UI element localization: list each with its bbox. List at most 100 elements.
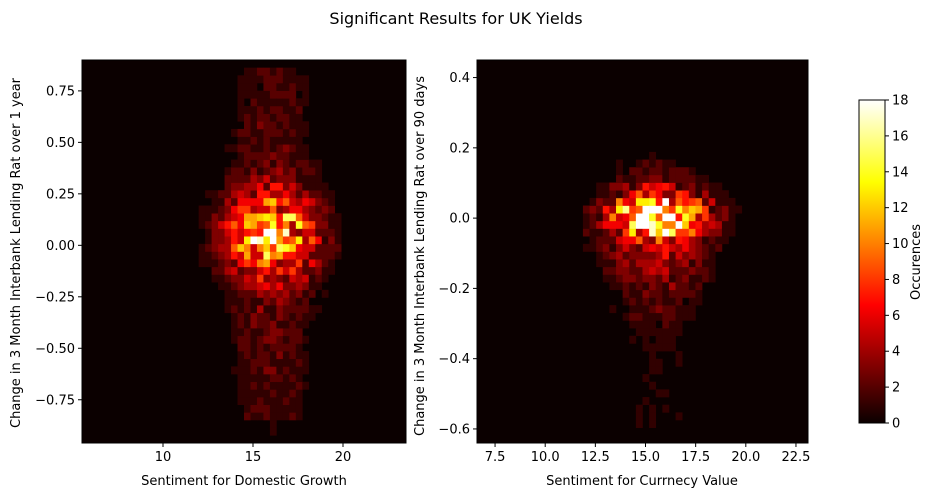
heatmap-cell bbox=[295, 312, 303, 321]
heatmap-cell bbox=[662, 213, 670, 222]
heatmap-cell bbox=[596, 259, 604, 268]
heatmap-cell bbox=[635, 274, 643, 283]
heatmap-cell bbox=[655, 389, 663, 398]
heatmap-cell bbox=[295, 82, 303, 91]
y-tick-label: 0.25 bbox=[46, 187, 75, 202]
heatmap-cell bbox=[642, 205, 650, 214]
heatmap-cell bbox=[269, 397, 277, 405]
heatmap-cell bbox=[649, 312, 657, 321]
heatmap-cell bbox=[250, 289, 258, 298]
heatmap-cell bbox=[302, 243, 310, 252]
heatmap-cell bbox=[250, 343, 258, 352]
heatmap-cell bbox=[282, 366, 290, 375]
heatmap-cell bbox=[649, 159, 657, 168]
heatmap-cell bbox=[295, 75, 303, 84]
heatmap-cell bbox=[289, 381, 297, 390]
heatmap-cell bbox=[662, 205, 670, 214]
heatmap-cell bbox=[276, 121, 284, 130]
heatmap-cell bbox=[682, 190, 690, 199]
heatmap-cell bbox=[589, 236, 597, 245]
heatmap-cell bbox=[224, 266, 232, 275]
heatmap-cell bbox=[276, 228, 284, 237]
heatmap-cell bbox=[308, 236, 316, 245]
heatmap-cell bbox=[256, 67, 264, 76]
heatmap-cell bbox=[250, 259, 258, 268]
heatmap-cell bbox=[269, 82, 277, 91]
heatmap-cell bbox=[295, 328, 303, 337]
heatmap-cell bbox=[302, 282, 310, 291]
heatmap-cell bbox=[256, 366, 264, 375]
heatmap-cell bbox=[263, 397, 271, 405]
heatmap-cell bbox=[295, 105, 303, 114]
x-axis-2: 7.5 10.0 12.5 15.0 17.5 20.0 22.5 bbox=[485, 443, 810, 465]
heatmap-cell bbox=[224, 289, 232, 298]
heatmap-cell bbox=[237, 282, 245, 291]
heatmap-cell bbox=[237, 197, 245, 206]
heatmap-cell bbox=[263, 297, 271, 306]
heatmap-cell bbox=[218, 243, 225, 252]
heatmap-cell bbox=[668, 228, 676, 237]
heatmap-cell bbox=[250, 374, 258, 383]
heatmap-cell bbox=[289, 144, 297, 153]
heatmap-cell bbox=[250, 75, 258, 84]
heatmap-cell bbox=[282, 312, 290, 321]
heatmap-cell bbox=[302, 144, 310, 153]
heatmap-cell bbox=[649, 151, 657, 160]
heatmap-cell bbox=[315, 282, 323, 291]
heatmap-cell bbox=[582, 228, 590, 237]
heatmap-cell bbox=[609, 266, 617, 275]
heatmap-cell bbox=[602, 266, 610, 275]
heatmap-cell bbox=[269, 282, 277, 291]
heatmap-cell bbox=[276, 136, 284, 145]
heatmap-cell bbox=[250, 328, 258, 337]
heatmap-cell bbox=[276, 412, 284, 421]
heatmap-cell bbox=[263, 105, 271, 114]
heatmap-cell bbox=[649, 251, 657, 260]
heatmap-cell bbox=[289, 121, 297, 130]
heatmap-cell bbox=[308, 182, 316, 191]
heatmap-cell bbox=[231, 320, 238, 329]
heatmap-cell bbox=[231, 128, 238, 137]
heatmap-cell bbox=[302, 220, 310, 229]
heatmap-cell bbox=[269, 420, 277, 428]
heatmap-cell bbox=[250, 351, 258, 360]
heatmap-cell bbox=[250, 282, 258, 291]
heatmap-cell bbox=[728, 197, 736, 206]
heatmap-cell bbox=[308, 190, 316, 199]
heatmap-cell bbox=[244, 335, 251, 344]
heatmap-cell bbox=[244, 190, 251, 199]
heatmap-cell bbox=[649, 366, 657, 375]
heatmap-cell bbox=[321, 243, 329, 252]
heatmap-cell bbox=[616, 159, 623, 168]
heatmap-cell bbox=[708, 274, 716, 283]
heatmap-cell bbox=[263, 236, 271, 245]
heatmap-cell bbox=[635, 236, 643, 245]
heatmap-cell bbox=[675, 251, 683, 260]
heatmap-cell bbox=[269, 404, 277, 413]
heatmap-cell bbox=[211, 228, 219, 237]
heatmap-cell bbox=[269, 343, 277, 352]
heatmap-cell bbox=[629, 282, 637, 291]
heatmap-cell bbox=[269, 259, 277, 268]
heatmap-cell bbox=[295, 228, 303, 237]
heatmap-cell bbox=[289, 251, 297, 260]
heatmap-cell bbox=[244, 113, 251, 122]
heatmap-cell bbox=[655, 312, 663, 321]
heatmap-cell bbox=[282, 128, 290, 137]
heatmap-cell bbox=[282, 335, 290, 344]
heatmap-cell bbox=[328, 213, 336, 222]
heatmap-cell bbox=[655, 243, 663, 252]
heatmap-cell bbox=[224, 282, 232, 291]
heatmap-cell bbox=[269, 305, 277, 314]
heatmap-cell bbox=[295, 259, 303, 268]
heatmap-cell bbox=[635, 174, 643, 183]
y-axis-label-1: Change in 3 Month Interbank Lending Rat … bbox=[9, 77, 24, 428]
heatmap-cell bbox=[250, 205, 258, 214]
heatmap-cell bbox=[269, 167, 277, 176]
y-tick-label: −0.6 bbox=[438, 422, 470, 437]
heatmap-cell bbox=[282, 75, 290, 84]
heatmap-cell bbox=[616, 259, 623, 268]
heatmap-cell bbox=[308, 251, 316, 260]
heatmap-cell bbox=[295, 236, 303, 245]
heatmap-cell bbox=[269, 389, 277, 398]
